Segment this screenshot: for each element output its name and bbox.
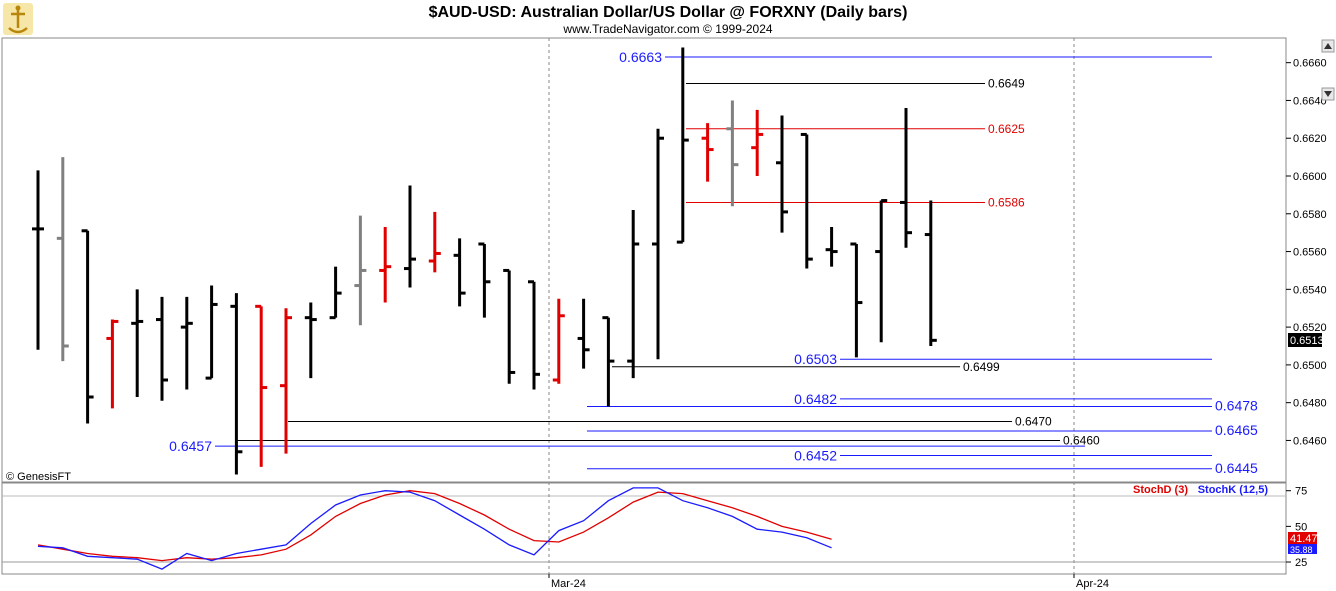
ohlc-bar: [404, 185, 416, 288]
level-label: 0.6460: [1063, 433, 1100, 447]
ohlc-bar: [701, 123, 714, 182]
ohlc-bar: [825, 227, 838, 267]
ohlc-bar: [900, 108, 912, 248]
watermark: © GenesisFT: [6, 471, 71, 483]
price-tick-label: 0.6640: [1293, 95, 1327, 107]
level-label: 0.6457: [169, 438, 212, 454]
ohlc-bar: [81, 229, 94, 424]
support-resistance-levels: 0.6663 0.6649 0.6625 0.6586 0.6503 0.6499 0.64…: [169, 49, 1258, 476]
ohlc-bar: [280, 308, 292, 454]
price-tick-label: 0.6500: [1293, 360, 1327, 372]
ohlc-bar: [255, 304, 268, 467]
date-tick-label: Mar-24: [551, 578, 586, 590]
ohlc-bar: [478, 242, 491, 318]
stoch-tick-label: 25: [1295, 557, 1307, 569]
grid-lines: [548, 38, 1075, 574]
ohlc-bar: [850, 242, 863, 358]
last-price-label: 0.6513: [1290, 335, 1324, 347]
level-label: 0.6649: [988, 76, 1025, 90]
level-label: 0.6663: [619, 49, 662, 65]
ohlc-bar: [304, 302, 317, 379]
ohlc-bar: [652, 128, 664, 360]
price-bars: [32, 47, 937, 475]
stoch-k-legend: StochK (12,5): [1198, 484, 1269, 496]
ohlc-bar: [503, 268, 516, 384]
ohlc-bar: [751, 109, 764, 176]
scroll-down-arrow-icon[interactable]: [1321, 87, 1335, 101]
last-d-label: 41.47: [1290, 533, 1318, 545]
level-label: 0.6586: [988, 195, 1025, 209]
level-label: 0.6470: [1015, 415, 1052, 429]
price-tick-label: 0.6520: [1293, 322, 1327, 334]
price-tick-label: 0.6480: [1293, 398, 1327, 410]
last-k-badge: [1288, 544, 1317, 554]
tradenavigator-logo-icon: [3, 3, 33, 35]
level-label: 0.6482: [794, 391, 837, 407]
ohlc-bar: [577, 298, 590, 369]
ohlc-bar: [428, 211, 441, 273]
price-tick-label: 0.6460: [1293, 435, 1327, 447]
date-axis: Mar-24 Apr-24: [548, 574, 1109, 590]
stoch-panel-frame: [1, 482, 1287, 575]
ohlc-bar: [180, 296, 193, 390]
ohlc-bar: [726, 100, 739, 207]
price-tick-label: 0.6660: [1293, 58, 1327, 70]
level-label: 0.6499: [963, 360, 1000, 374]
ohlc-bar: [552, 298, 565, 384]
ohlc-bar: [106, 319, 119, 409]
price-tick-label: 0.6600: [1293, 171, 1327, 183]
level-label: 0.6452: [794, 448, 837, 464]
stoch-d-legend: StochD (3): [1133, 484, 1188, 496]
ohlc-bar: [379, 227, 392, 303]
level-label: 0.6465: [1215, 422, 1258, 438]
price-panel-frame: [1, 37, 1287, 483]
chart-subtitle: www.TradeNavigator.com © 1999-2024: [562, 22, 772, 36]
ohlc-bar: [776, 115, 788, 233]
price-tick-label: 0.6620: [1293, 133, 1327, 145]
ohlc-bar: [131, 289, 144, 397]
price-tick-label: 0.6580: [1293, 209, 1327, 221]
ohlc-bar: [329, 266, 342, 320]
level-label: 0.6445: [1215, 460, 1258, 476]
scroll-up-arrow-icon[interactable]: [1321, 39, 1335, 53]
ohlc-bar: [528, 280, 540, 390]
ohlc-bar: [354, 215, 367, 326]
level-label: 0.6625: [988, 122, 1025, 136]
price-tick-label: 0.6540: [1293, 284, 1327, 296]
ohlc-bar: [924, 200, 937, 346]
ohlc-bar: [627, 210, 640, 379]
ohlc-bar: [156, 296, 168, 401]
ohlc-bar: [602, 316, 615, 407]
ohlc-bar: [56, 157, 69, 362]
chart-title: $AUD-USD: Australian Dollar/US Dollar @ …: [429, 4, 908, 21]
stoch-tick-label: 50: [1295, 521, 1307, 533]
ohlc-bar: [875, 199, 888, 343]
stoch-k-line: [37, 487, 832, 570]
stoch-tick-label: 75: [1295, 486, 1307, 498]
last-k-label: 35.88: [1290, 545, 1313, 555]
date-tick-label: Apr-24: [1076, 578, 1109, 590]
level-label: 0.6503: [794, 351, 837, 367]
stochastic-panel: 75 50 25: [2, 486, 1307, 570]
last-d-badge: [1288, 532, 1317, 544]
ohlc-bar: [230, 293, 243, 475]
level-label: 0.6478: [1215, 397, 1258, 413]
last-price-badge: [1288, 333, 1322, 347]
ohlc-bar: [453, 238, 466, 307]
ohlc-bar: [205, 285, 218, 380]
stoch-d-line: [37, 490, 832, 562]
price-axis: 0.6660 0.6640 0.6620 0.6600 0.6580 0.6560 0.65…: [1286, 58, 1327, 447]
ohlc-bar: [800, 132, 813, 269]
ohlc-bar: [32, 170, 44, 350]
ohlc-bar: [676, 47, 689, 244]
price-tick-label: 0.6560: [1293, 247, 1327, 259]
